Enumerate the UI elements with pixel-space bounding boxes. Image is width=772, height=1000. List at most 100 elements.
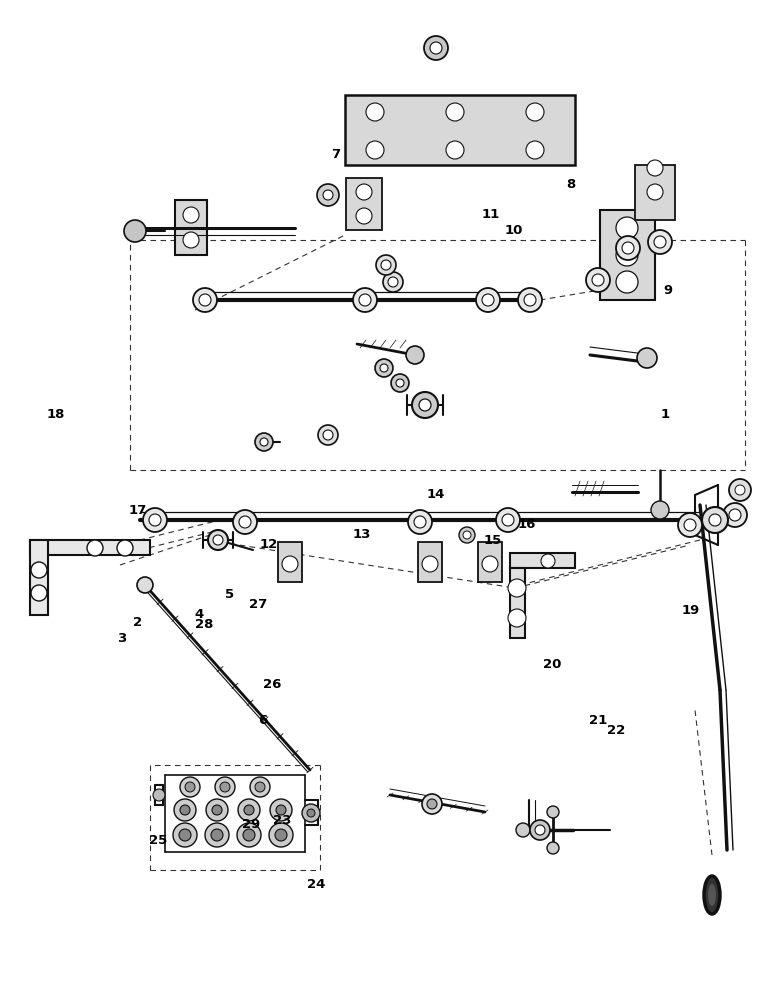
Polygon shape [30, 540, 48, 615]
Circle shape [124, 220, 146, 242]
Circle shape [482, 294, 494, 306]
Circle shape [709, 514, 721, 526]
Circle shape [463, 531, 471, 539]
Circle shape [260, 438, 268, 446]
Circle shape [255, 782, 265, 792]
Circle shape [250, 777, 270, 797]
Circle shape [375, 359, 393, 377]
Text: 19: 19 [682, 603, 700, 616]
Circle shape [648, 230, 672, 254]
Circle shape [239, 516, 251, 528]
Circle shape [654, 236, 666, 248]
Circle shape [183, 207, 199, 223]
Circle shape [422, 556, 438, 572]
Circle shape [173, 823, 197, 847]
Polygon shape [510, 553, 575, 568]
Circle shape [709, 514, 721, 526]
Text: 17: 17 [128, 504, 147, 516]
Circle shape [376, 255, 396, 275]
Bar [278, 542, 302, 582]
Circle shape [422, 794, 442, 814]
Circle shape [391, 374, 409, 392]
Circle shape [183, 232, 199, 248]
Circle shape [729, 479, 751, 501]
Circle shape [212, 805, 222, 815]
Circle shape [735, 485, 745, 495]
Circle shape [526, 103, 544, 121]
Circle shape [684, 519, 696, 531]
Circle shape [406, 346, 424, 364]
Circle shape [547, 806, 559, 818]
Circle shape [702, 507, 728, 533]
Circle shape [174, 799, 196, 821]
Circle shape [208, 530, 228, 550]
Text: 22: 22 [607, 724, 625, 736]
Polygon shape [510, 568, 525, 638]
Circle shape [356, 184, 372, 200]
Bar [175, 200, 207, 255]
Circle shape [153, 789, 165, 801]
Circle shape [678, 513, 702, 537]
Circle shape [185, 782, 195, 792]
Text: 13: 13 [352, 528, 371, 542]
Circle shape [276, 805, 286, 815]
Text: 16: 16 [517, 518, 536, 532]
Circle shape [616, 236, 640, 260]
Circle shape [243, 829, 255, 841]
Circle shape [206, 799, 228, 821]
Circle shape [508, 579, 526, 597]
Circle shape [353, 288, 377, 312]
Circle shape [388, 277, 398, 287]
Circle shape [647, 184, 663, 200]
Circle shape [430, 42, 442, 54]
Text: 18: 18 [46, 408, 65, 422]
Circle shape [530, 820, 550, 840]
Circle shape [616, 244, 638, 266]
Circle shape [637, 348, 657, 368]
Text: 11: 11 [481, 209, 499, 222]
Ellipse shape [704, 876, 720, 914]
Circle shape [318, 425, 338, 445]
Circle shape [275, 829, 287, 841]
Circle shape [117, 540, 133, 556]
Circle shape [220, 782, 230, 792]
Circle shape [323, 190, 333, 200]
Circle shape [729, 509, 741, 521]
Circle shape [237, 823, 261, 847]
Polygon shape [600, 210, 655, 300]
Circle shape [616, 217, 638, 239]
Circle shape [496, 508, 520, 532]
Circle shape [143, 508, 167, 532]
Circle shape [427, 799, 437, 809]
Text: 15: 15 [483, 534, 502, 546]
Circle shape [723, 503, 747, 527]
Circle shape [651, 501, 669, 519]
Text: 3: 3 [117, 632, 127, 645]
Circle shape [446, 141, 464, 159]
Text: 2: 2 [133, 615, 142, 629]
Text: 29: 29 [242, 818, 260, 831]
Circle shape [408, 510, 432, 534]
Bar [346, 178, 382, 230]
Text: 12: 12 [259, 538, 278, 552]
Circle shape [356, 208, 372, 224]
Text: 8: 8 [567, 178, 576, 192]
Circle shape [586, 268, 610, 292]
Circle shape [516, 823, 530, 837]
Circle shape [238, 799, 260, 821]
Text: 24: 24 [307, 879, 326, 892]
Circle shape [359, 294, 371, 306]
Circle shape [307, 809, 315, 817]
Circle shape [233, 510, 257, 534]
Ellipse shape [708, 884, 716, 906]
Circle shape [244, 805, 254, 815]
Circle shape [383, 272, 403, 292]
Circle shape [323, 430, 333, 440]
Bar [418, 542, 442, 582]
Circle shape [366, 103, 384, 121]
Text: 20: 20 [543, 659, 561, 672]
Circle shape [424, 36, 448, 60]
Bar [635, 165, 675, 220]
Circle shape [526, 141, 544, 159]
Polygon shape [30, 540, 150, 555]
